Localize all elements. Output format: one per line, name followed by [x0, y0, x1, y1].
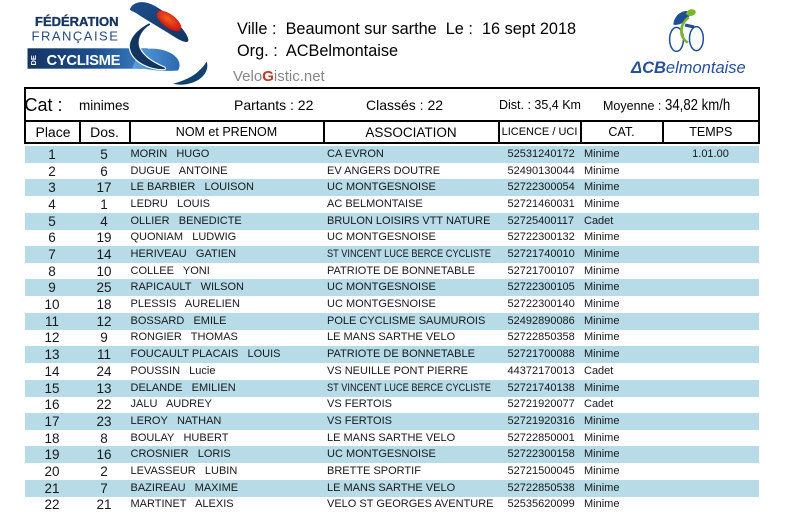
svg-text:FÉDÉRATION: FÉDÉRATION [35, 14, 119, 29]
svg-text:DE: DE [29, 55, 38, 65]
svg-text:CYCLISME: CYCLISME [47, 53, 121, 69]
svg-text:FRANÇAISE: FRANÇAISE [32, 29, 120, 44]
